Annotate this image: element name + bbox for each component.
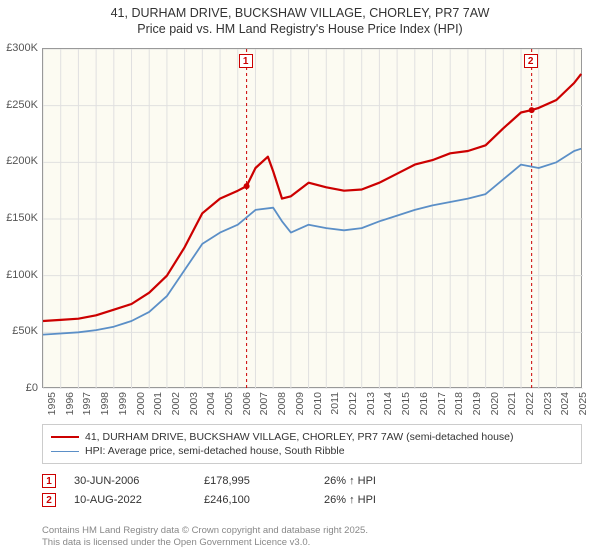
footer: Contains HM Land Registry data © Crown c…: [42, 525, 368, 550]
x-tick-label: 2023: [542, 392, 554, 415]
x-tick-label: 2022: [524, 392, 536, 415]
x-tick-label: 2016: [418, 392, 430, 415]
x-tick-label: 2015: [400, 392, 412, 415]
x-tick-label: 2025: [577, 392, 589, 415]
x-tick-label: 2010: [312, 392, 324, 415]
sale-row-2: 2 10-AUG-2022 £246,100 26% ↑ HPI: [42, 493, 582, 507]
x-tick-label: 2005: [223, 392, 235, 415]
legend-swatch-property: [51, 436, 79, 438]
x-tick-label: 2001: [152, 392, 164, 415]
x-tick-label: 2008: [276, 392, 288, 415]
legend-label-hpi: HPI: Average price, semi-detached house,…: [85, 445, 345, 457]
y-tick-label: £50K: [12, 325, 38, 337]
y-tick-label: £250K: [6, 99, 38, 111]
legend-label-property: 41, DURHAM DRIVE, BUCKSHAW VILLAGE, CHOR…: [85, 431, 514, 443]
sale-marker-1: 1: [42, 474, 56, 488]
x-tick-label: 1995: [46, 392, 58, 415]
x-tick-label: 1998: [99, 392, 111, 415]
y-tick-label: £300K: [6, 42, 38, 54]
legend-swatch-hpi: [51, 451, 79, 452]
y-tick-label: £100K: [6, 269, 38, 281]
legend-row-property: 41, DURHAM DRIVE, BUCKSHAW VILLAGE, CHOR…: [51, 431, 573, 443]
x-tick-label: 2021: [506, 392, 518, 415]
sale-price-1: £178,995: [204, 475, 324, 487]
x-tick-label: 2007: [258, 392, 270, 415]
legend-box: 41, DURHAM DRIVE, BUCKSHAW VILLAGE, CHOR…: [42, 424, 582, 464]
footer-line2: This data is licensed under the Open Gov…: [42, 537, 368, 549]
sale-hpi-1: 26% ↑ HPI: [324, 475, 444, 487]
legend-row-hpi: HPI: Average price, semi-detached house,…: [51, 445, 573, 457]
x-tick-label: 2003: [188, 392, 200, 415]
sale-marker-2: 2: [42, 493, 56, 507]
y-tick-label: £150K: [6, 212, 38, 224]
x-tick-label: 1996: [64, 392, 76, 415]
footer-line1: Contains HM Land Registry data © Crown c…: [42, 525, 368, 537]
chart-container: 41, DURHAM DRIVE, BUCKSHAW VILLAGE, CHOR…: [0, 0, 600, 560]
title-line2: Price paid vs. HM Land Registry's House …: [0, 21, 600, 37]
y-tick-label: £200K: [6, 155, 38, 167]
chart-svg: [43, 49, 583, 389]
sales-table: 1 30-JUN-2006 £178,995 26% ↑ HPI 2 10-AU…: [42, 469, 582, 512]
x-tick-label: 2011: [329, 392, 341, 415]
sale-date-2: 10-AUG-2022: [74, 494, 204, 506]
chart-plot-area: [42, 48, 582, 388]
x-tick-label: 1997: [81, 392, 93, 415]
x-tick-label: 2019: [471, 392, 483, 415]
chart-marker-1: 1: [239, 54, 253, 68]
x-tick-label: 2020: [489, 392, 501, 415]
sale-row-1: 1 30-JUN-2006 £178,995 26% ↑ HPI: [42, 474, 582, 488]
x-tick-label: 1999: [117, 392, 129, 415]
x-tick-label: 2017: [436, 392, 448, 415]
y-tick-label: £0: [26, 382, 38, 394]
x-tick-label: 2006: [241, 392, 253, 415]
x-tick-label: 2013: [365, 392, 377, 415]
title-line1: 41, DURHAM DRIVE, BUCKSHAW VILLAGE, CHOR…: [0, 5, 600, 21]
x-tick-label: 2002: [170, 392, 182, 415]
x-tick-label: 2012: [347, 392, 359, 415]
x-tick-label: 2014: [382, 392, 394, 415]
x-tick-label: 2018: [453, 392, 465, 415]
x-tick-label: 2024: [559, 392, 571, 415]
x-tick-label: 2000: [135, 392, 147, 415]
title-block: 41, DURHAM DRIVE, BUCKSHAW VILLAGE, CHOR…: [0, 0, 600, 38]
sale-price-2: £246,100: [204, 494, 324, 506]
sale-date-1: 30-JUN-2006: [74, 475, 204, 487]
x-tick-label: 2004: [205, 392, 217, 415]
x-tick-label: 2009: [294, 392, 306, 415]
chart-marker-2: 2: [524, 54, 538, 68]
sale-hpi-2: 26% ↑ HPI: [324, 494, 444, 506]
